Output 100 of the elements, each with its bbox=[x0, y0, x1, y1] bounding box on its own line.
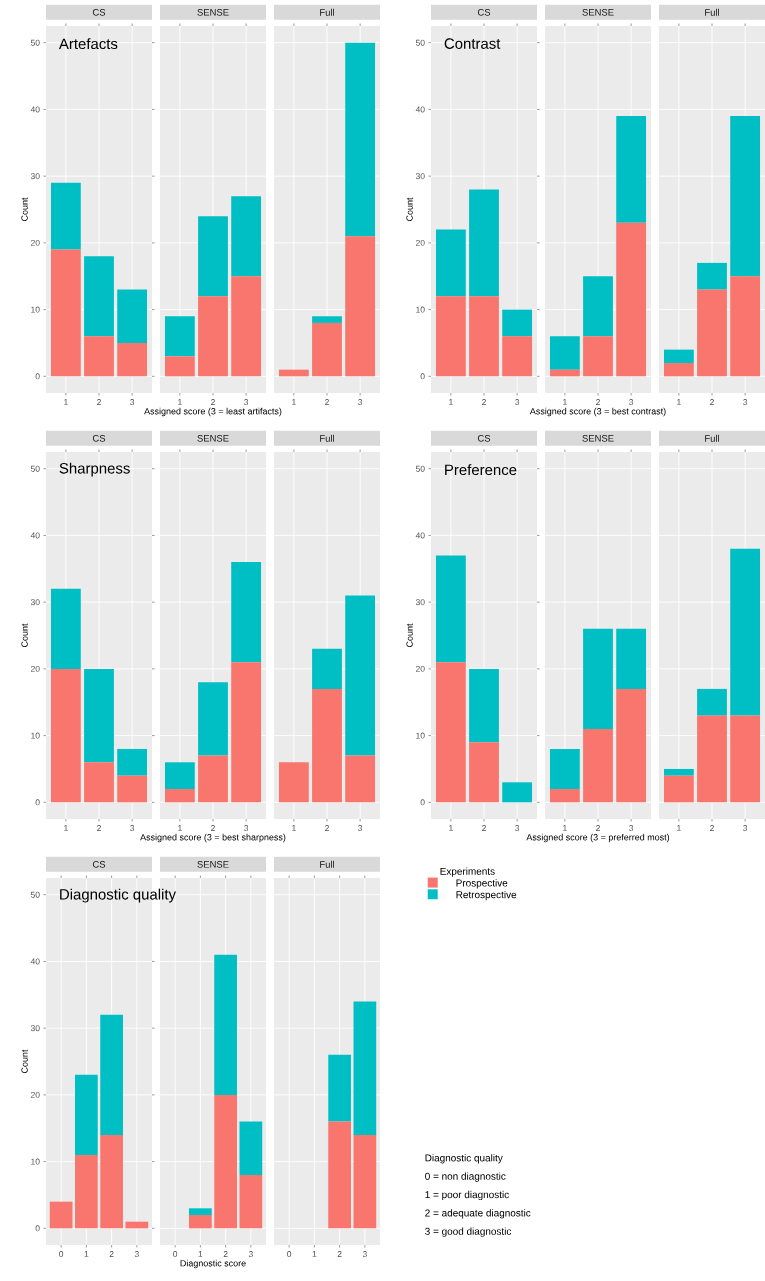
y-tick-label: 20 bbox=[30, 665, 40, 672]
bar bbox=[435, 555, 466, 663]
y-axis-title: Count bbox=[21, 197, 28, 222]
y-tick-label: 0 bbox=[420, 799, 425, 806]
x-tick-label: 3 bbox=[743, 825, 748, 832]
x-axis-title: Assigned score (3 = best contrast) bbox=[529, 407, 666, 417]
x-tick-label: 3 bbox=[130, 825, 135, 832]
bar bbox=[164, 316, 195, 357]
x-tick-label: 1 bbox=[563, 399, 567, 405]
bar bbox=[189, 1214, 212, 1229]
bar bbox=[583, 628, 613, 729]
bar bbox=[583, 336, 613, 377]
x-tick-label: 1 bbox=[312, 1251, 317, 1257]
bar bbox=[345, 236, 376, 377]
annotation: Sharpness bbox=[59, 462, 130, 477]
bar bbox=[345, 595, 376, 756]
bar bbox=[730, 715, 761, 803]
bar bbox=[50, 668, 81, 803]
chart-title: Full bbox=[705, 434, 719, 442]
y-tick-label: 30 bbox=[30, 599, 40, 606]
x-tick-label: 2 bbox=[482, 399, 486, 405]
bar bbox=[730, 116, 761, 277]
x-axis-title: Assigned score (3 = preferred most) bbox=[526, 833, 670, 843]
bar bbox=[231, 662, 262, 803]
y-axis-title: Count bbox=[406, 197, 413, 222]
y-tick-label: 20 bbox=[415, 665, 425, 672]
x-tick-label: 3 bbox=[362, 1251, 367, 1258]
bar bbox=[328, 1054, 351, 1122]
bar bbox=[345, 755, 376, 803]
annotation: Preference bbox=[445, 464, 517, 476]
x-tick-label: 3 bbox=[358, 825, 363, 832]
bar bbox=[100, 1134, 123, 1229]
bar bbox=[435, 296, 466, 377]
bar bbox=[117, 748, 148, 776]
bar bbox=[353, 1134, 377, 1229]
x-tick-label: 2 bbox=[710, 825, 714, 831]
bar bbox=[549, 748, 580, 789]
x-tick-label: 0 bbox=[287, 1251, 292, 1258]
bar bbox=[697, 715, 727, 803]
y-axis-title: Count bbox=[406, 623, 413, 648]
y-tick-label: 30 bbox=[30, 173, 40, 180]
bar bbox=[312, 648, 342, 689]
bar bbox=[100, 1014, 123, 1135]
bar bbox=[312, 688, 342, 803]
x-tick-label: 3 bbox=[358, 399, 363, 406]
bar bbox=[164, 788, 195, 803]
bar bbox=[663, 362, 694, 377]
x-tick-label: 2 bbox=[97, 825, 101, 831]
bar bbox=[198, 216, 228, 297]
x-tick-label: 2 bbox=[482, 825, 486, 831]
y-tick-label: 20 bbox=[30, 1091, 40, 1098]
x-tick-label: 1 bbox=[292, 399, 296, 405]
bar bbox=[616, 688, 647, 803]
bar bbox=[231, 196, 262, 277]
chart-title: Full bbox=[320, 860, 334, 868]
bar bbox=[164, 762, 195, 789]
x-tick-label: 1 bbox=[292, 825, 296, 831]
x-tick-label: 3 bbox=[629, 399, 634, 406]
bar bbox=[117, 342, 148, 377]
x-tick-label: 2 bbox=[211, 825, 215, 831]
legend-title: Experiments bbox=[440, 867, 495, 877]
x-tick-label: 1 bbox=[64, 825, 68, 831]
bar bbox=[312, 316, 342, 323]
chart-title: Full bbox=[320, 8, 334, 16]
x-tick-label: 2 bbox=[223, 1251, 228, 1257]
bar bbox=[549, 788, 580, 803]
annotation: Contrast bbox=[444, 38, 501, 49]
chart-title: CS bbox=[477, 434, 491, 442]
x-tick-label: 2 bbox=[97, 399, 101, 405]
y-tick-label: 0 bbox=[35, 1225, 40, 1232]
bar bbox=[84, 762, 114, 803]
bar bbox=[353, 1001, 377, 1135]
x-tick-label: 1 bbox=[84, 1251, 89, 1257]
y-tick-label: 10 bbox=[31, 306, 40, 313]
legend-label: Retrospective bbox=[456, 890, 517, 901]
text: 1 = poor diagnostic bbox=[425, 1190, 509, 1201]
y-tick-label: 50 bbox=[30, 39, 40, 46]
x-tick-label: 1 bbox=[449, 825, 453, 831]
bar bbox=[75, 1154, 98, 1229]
bar bbox=[697, 262, 727, 290]
bar bbox=[198, 755, 228, 803]
y-tick-label: 20 bbox=[30, 239, 40, 246]
x-tick-label: 2 bbox=[109, 1251, 114, 1257]
x-tick-label: 2 bbox=[596, 825, 600, 831]
bar bbox=[164, 356, 195, 377]
text: Diagnostic quality bbox=[425, 1154, 503, 1164]
chart-title: CS bbox=[92, 434, 106, 442]
bar bbox=[435, 229, 466, 297]
x-axis-title: Assigned score (3 = least artifacts) bbox=[144, 407, 282, 417]
chart-title: Full bbox=[705, 8, 719, 16]
x-tick-label: 3 bbox=[515, 825, 520, 832]
bar bbox=[50, 182, 81, 250]
chart-title: SENSE bbox=[197, 434, 229, 442]
x-tick-label: 3 bbox=[629, 825, 634, 832]
y-tick-label: 40 bbox=[415, 532, 425, 539]
x-tick-label: 2 bbox=[325, 825, 329, 831]
chart-title: SENSE bbox=[197, 860, 229, 868]
y-tick-label: 0 bbox=[420, 373, 425, 380]
bar bbox=[328, 1121, 351, 1229]
bar bbox=[549, 369, 580, 377]
